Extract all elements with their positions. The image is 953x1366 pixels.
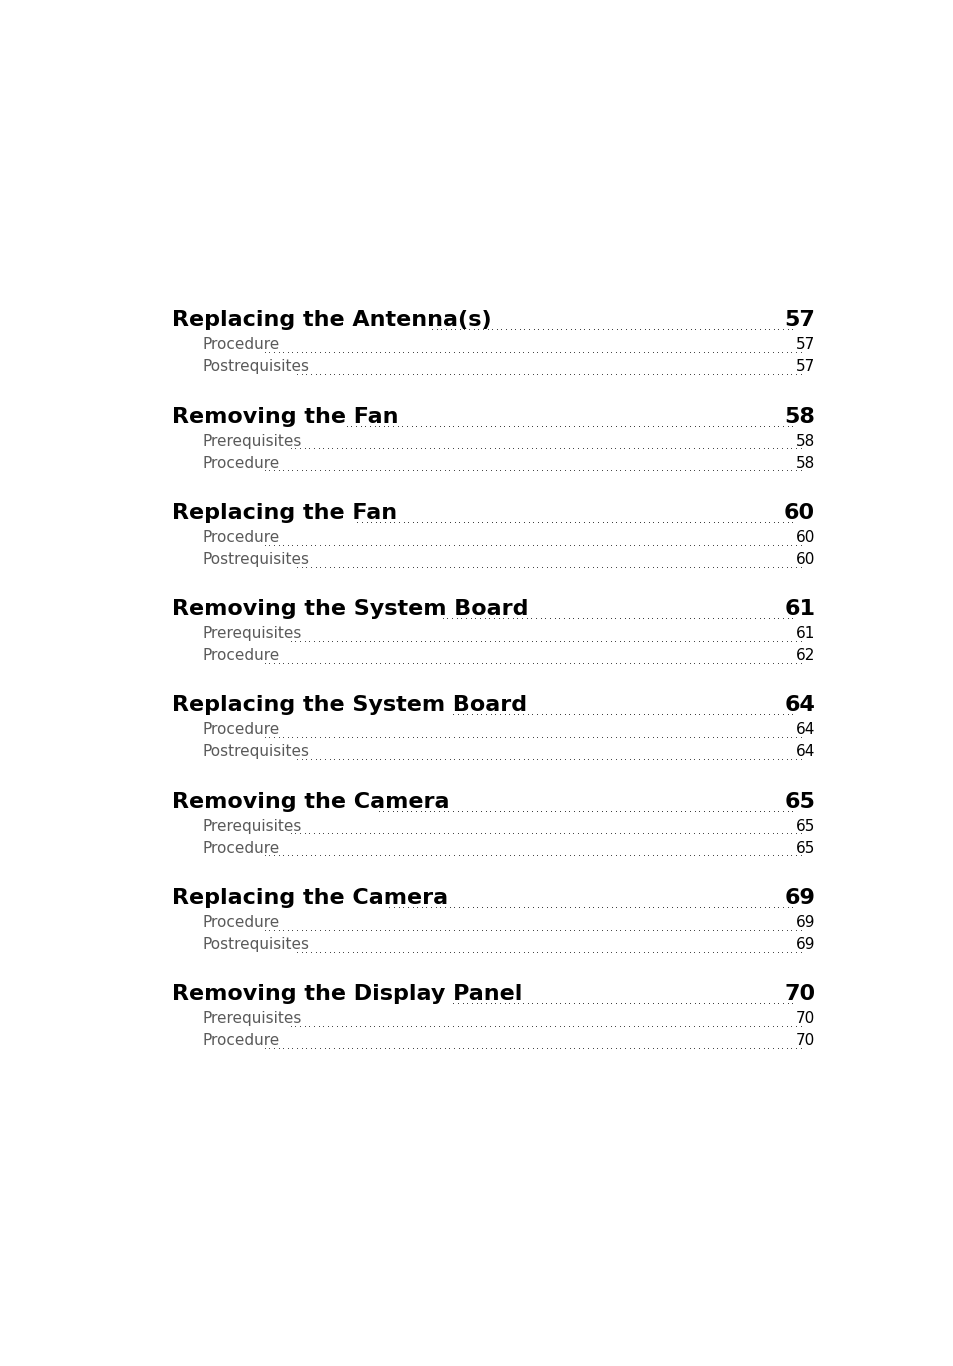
Text: Procedure: Procedure <box>203 456 280 471</box>
Text: Prerequisites: Prerequisites <box>203 818 302 833</box>
Text: Postrequisites: Postrequisites <box>203 744 310 759</box>
Text: 57: 57 <box>795 337 815 352</box>
Text: Procedure: Procedure <box>203 723 280 738</box>
Text: 60: 60 <box>795 552 815 567</box>
Text: Removing the System Board: Removing the System Board <box>172 600 528 619</box>
Text: 70: 70 <box>795 1033 815 1048</box>
Text: 57: 57 <box>783 310 815 331</box>
Text: Removing the Fan: Removing the Fan <box>172 407 398 426</box>
Text: Prerequisites: Prerequisites <box>203 434 302 449</box>
Text: Prerequisites: Prerequisites <box>203 1011 302 1026</box>
Text: Procedure: Procedure <box>203 649 280 663</box>
Text: Procedure: Procedure <box>203 1033 280 1048</box>
Text: 58: 58 <box>783 407 815 426</box>
Text: Prerequisites: Prerequisites <box>203 626 302 641</box>
Text: 60: 60 <box>783 503 815 523</box>
Text: 69: 69 <box>795 915 815 930</box>
Text: 64: 64 <box>795 744 815 759</box>
Text: Replacing the Camera: Replacing the Camera <box>172 888 448 908</box>
Text: Postrequisites: Postrequisites <box>203 552 310 567</box>
Text: Procedure: Procedure <box>203 530 280 545</box>
Text: 62: 62 <box>795 649 815 663</box>
Text: Procedure: Procedure <box>203 915 280 930</box>
Text: 58: 58 <box>795 434 815 449</box>
Text: 61: 61 <box>795 626 815 641</box>
Text: Replacing the Antenna(s): Replacing the Antenna(s) <box>172 310 491 331</box>
Text: 65: 65 <box>795 840 815 855</box>
Text: 64: 64 <box>783 695 815 716</box>
Text: Procedure: Procedure <box>203 840 280 855</box>
Text: 60: 60 <box>795 530 815 545</box>
Text: 64: 64 <box>795 723 815 738</box>
Text: 65: 65 <box>783 792 815 811</box>
Text: 70: 70 <box>783 984 815 1004</box>
Text: 61: 61 <box>783 600 815 619</box>
Text: Procedure: Procedure <box>203 337 280 352</box>
Text: 70: 70 <box>795 1011 815 1026</box>
Text: 69: 69 <box>795 937 815 952</box>
Text: Removing the Display Panel: Removing the Display Panel <box>172 984 522 1004</box>
Text: Removing the Camera: Removing the Camera <box>172 792 449 811</box>
Text: 65: 65 <box>795 818 815 833</box>
Text: Replacing the Fan: Replacing the Fan <box>172 503 396 523</box>
Text: 58: 58 <box>795 456 815 471</box>
Text: Replacing the System Board: Replacing the System Board <box>172 695 526 716</box>
Text: 69: 69 <box>783 888 815 908</box>
Text: 57: 57 <box>795 359 815 374</box>
Text: Postrequisites: Postrequisites <box>203 359 310 374</box>
Text: Postrequisites: Postrequisites <box>203 937 310 952</box>
